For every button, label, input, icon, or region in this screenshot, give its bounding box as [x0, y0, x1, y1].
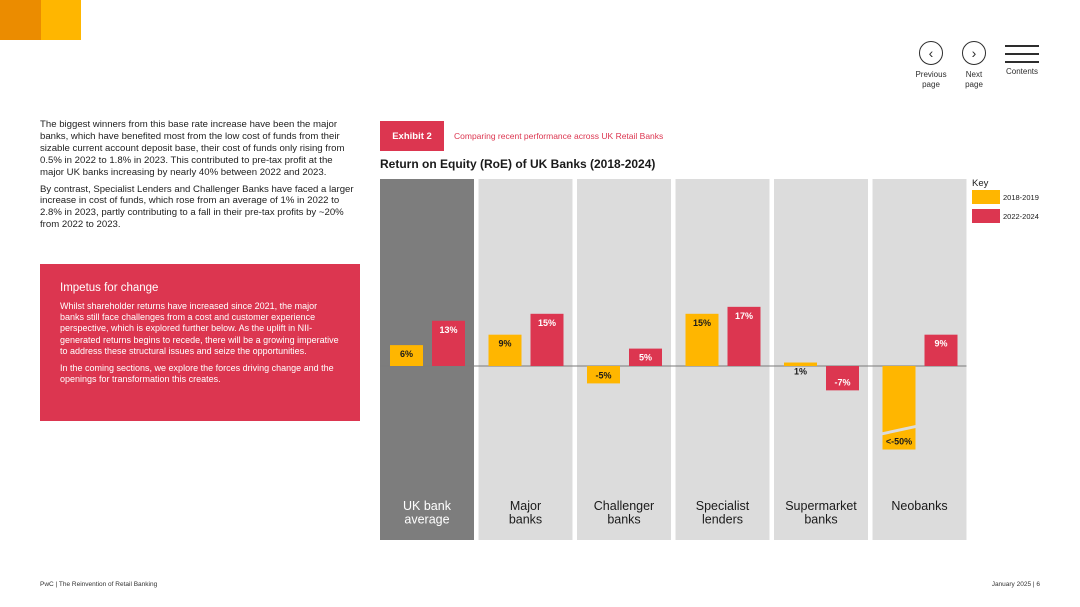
data-label-1-0: 13% [439, 325, 457, 335]
data-label-1-4: -7% [834, 377, 850, 387]
legend-label-0: 2018-2019 [1003, 193, 1039, 202]
brand-corner-yellow [41, 0, 81, 40]
data-label-1-1: 15% [538, 318, 556, 328]
contents-button[interactable]: Contents [1000, 41, 1044, 77]
footer-right: January 2025 | 6 [991, 581, 1040, 588]
bar-0-2 [587, 366, 620, 384]
category-label-0-line-0: UK bank [403, 499, 452, 513]
roe-bar-chart: UK bankaverageMajorbanksChallengerbanksS… [380, 178, 1039, 540]
impetus-callout: Impetus for change Whilst shareholder re… [40, 264, 360, 421]
body-text: The biggest winners from this base rate … [40, 119, 358, 236]
exhibit-subtitle: Comparing recent performance across UK R… [454, 131, 664, 141]
bar-1-1 [530, 313, 564, 366]
category-label-5: Neobanks [891, 499, 947, 513]
previous-page-button[interactable]: ‹ Previous page [908, 41, 954, 90]
data-label-1-2: 5% [639, 353, 652, 363]
footer-left: PwC | The Reinvention of Retail Banking [40, 581, 158, 588]
next-page-label: Next page [965, 70, 983, 89]
bar-1-4 [826, 366, 859, 391]
legend-label-1: 2022-2024 [1003, 212, 1039, 221]
bar-0-5 [882, 366, 916, 450]
data-label-0-4: 1% [794, 367, 807, 377]
category-label-1-line-0: Major [510, 499, 541, 513]
bar-0-0 [390, 345, 423, 366]
data-label-1-5: 9% [934, 339, 947, 349]
data-label-0-3: 15% [693, 318, 711, 328]
bar-0-3 [685, 313, 719, 366]
legend-swatch-0 [972, 190, 1000, 204]
brand-corner-orange [0, 0, 41, 40]
impetus-paragraph-1: Whilst shareholder returns have increase… [60, 301, 339, 356]
body-paragraph-1: The biggest winners from this base rate … [40, 119, 345, 178]
chart-title: Return on Equity (RoE) of UK Banks (2018… [380, 157, 656, 171]
category-label-0-line-1: average [404, 513, 449, 527]
data-label-1-3: 17% [735, 311, 753, 321]
bar-1-2 [629, 348, 662, 366]
bar-1-0 [432, 320, 465, 366]
category-label-2-line-1: banks [607, 513, 640, 527]
category-label-3-line-1: lenders [702, 513, 743, 527]
category-label-4-line-0: Supermarket [785, 499, 857, 513]
category-label-2-line-0: Challenger [594, 499, 654, 513]
data-label-0-0: 6% [400, 349, 413, 359]
next-page-button[interactable]: › Next page [958, 41, 990, 90]
bar-1-5 [924, 334, 958, 366]
data-label-0-1: 9% [498, 339, 511, 349]
exhibit-badge: Exhibit 2 [380, 121, 444, 151]
bar-0-4 [784, 362, 817, 366]
category-label-1-line-1: banks [509, 513, 542, 527]
data-label-0-2: -5% [595, 370, 611, 380]
chevron-left-icon: ‹ [919, 41, 943, 65]
data-label-0-5: <-50% [886, 437, 912, 447]
legend-swatch-1 [972, 209, 1000, 223]
category-panel-4 [774, 179, 868, 540]
category-label-3-line-0: Specialist [696, 499, 750, 513]
category-label-4-line-1: banks [804, 513, 837, 527]
impetus-paragraph-2: In the coming sections, we explore the f… [60, 363, 334, 385]
bar-0-1 [488, 334, 522, 366]
bar-1-3 [727, 306, 761, 366]
legend-title: Key [972, 178, 989, 189]
menu-icon [1005, 44, 1039, 64]
impetus-title: Impetus for change [60, 282, 159, 294]
body-paragraph-2: By contrast, Specialist Lenders and Chal… [40, 183, 354, 231]
contents-label: Contents [1005, 67, 1039, 76]
bar-break-marker-0-5 [880, 424, 918, 436]
chevron-right-icon: › [962, 41, 986, 65]
previous-page-label: Previous page [915, 70, 947, 89]
